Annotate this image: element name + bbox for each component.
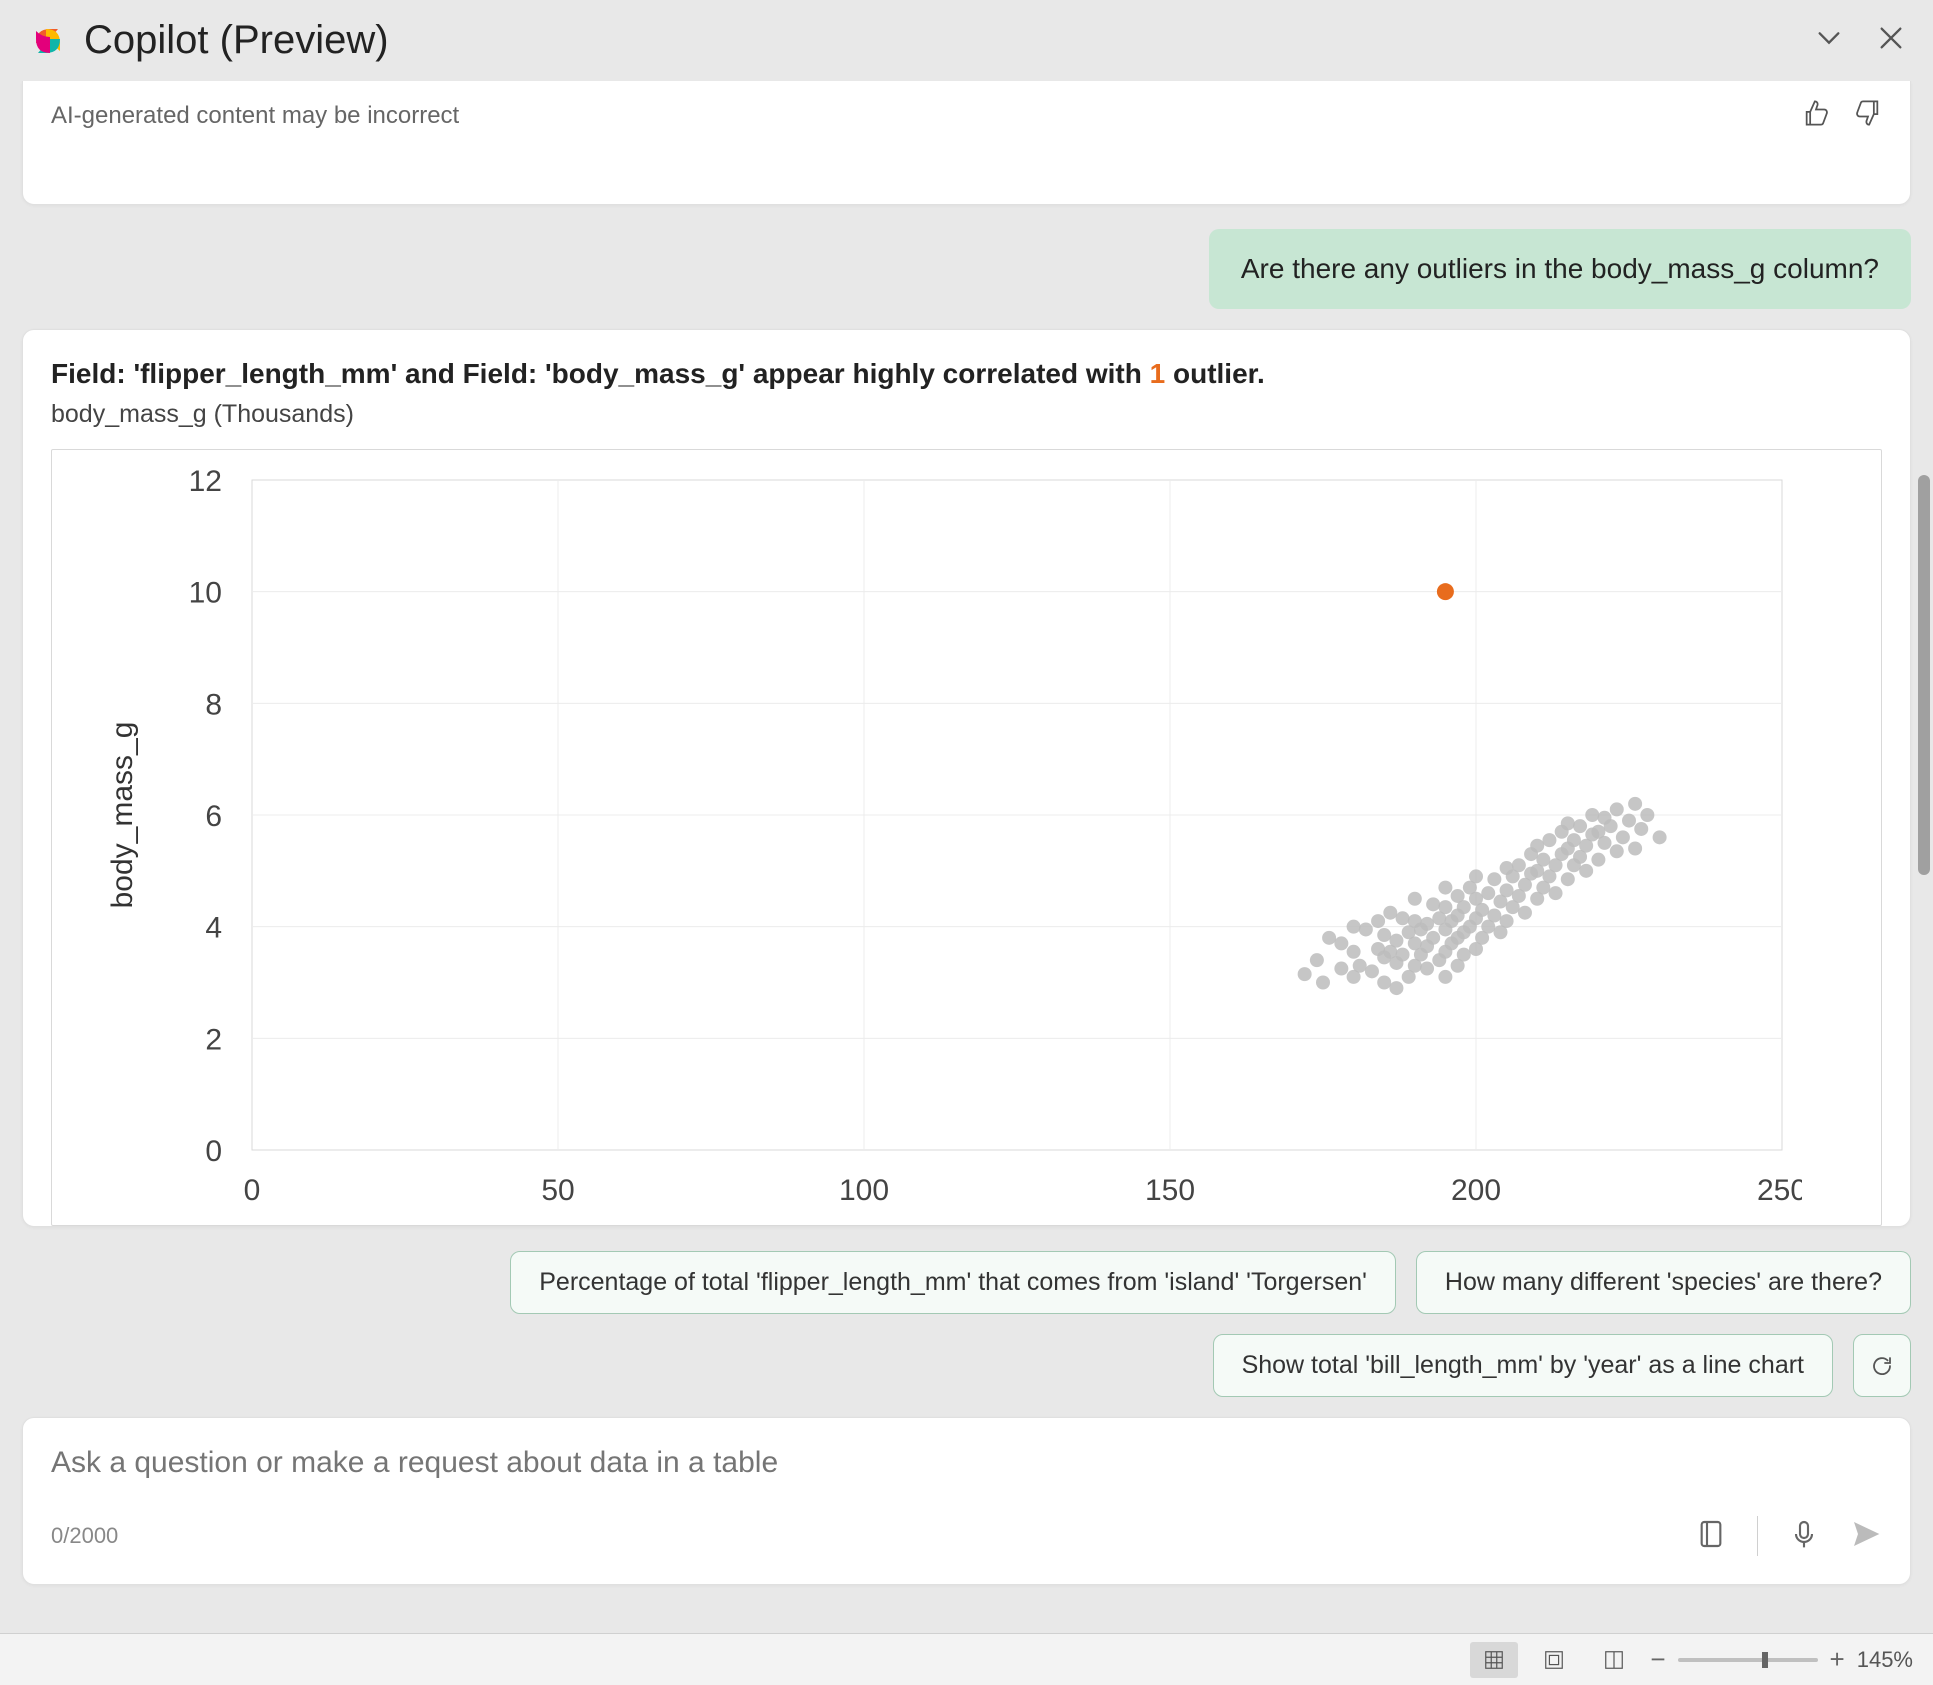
suggestion-row: Percentage of total 'flipper_length_mm' … [22,1251,1911,1314]
svg-text:0: 0 [205,1135,222,1168]
svg-text:12: 12 [189,465,222,498]
svg-text:100: 100 [839,1174,889,1207]
close-icon[interactable] [1877,24,1905,57]
response-outlier-count: 1 [1150,358,1166,389]
book-icon[interactable] [1695,1518,1727,1555]
main-panel: AI-generated content may be incorrect Ar… [0,81,1933,1585]
svg-text:200: 200 [1451,1174,1501,1207]
ask-input[interactable] [51,1446,1882,1480]
suggestion-chip-3[interactable]: Show total 'bill_length_mm' by 'year' as… [1213,1334,1833,1397]
zoom-slider[interactable] [1678,1658,1818,1662]
scrollbar[interactable] [1918,475,1930,875]
response-card: Field: 'flipper_length_mm' and Field: 'b… [22,329,1911,1227]
status-bar: − + 145% [0,1633,1933,1685]
svg-text:4: 4 [205,912,222,945]
svg-text:0: 0 [244,1174,261,1207]
zoom-out-icon[interactable]: − [1650,1644,1665,1675]
microphone-icon[interactable] [1788,1518,1820,1555]
svg-text:50: 50 [541,1174,574,1207]
header: Copilot (Preview) [0,0,1933,81]
send-icon[interactable] [1850,1518,1882,1555]
thumbs-up-icon[interactable] [1802,99,1830,132]
user-message: Are there any outliers in the body_mass_… [1209,229,1911,309]
response-title-pre: Field: 'flipper_length_mm' and Field: 'b… [51,358,1150,389]
view-page-layout-button[interactable] [1530,1642,1578,1678]
svg-text:body_mass_g: body_mass_g [106,722,139,909]
thumbs-down-icon[interactable] [1854,99,1882,132]
view-page-break-button[interactable] [1590,1642,1638,1678]
zoom-in-icon[interactable]: + [1830,1644,1845,1675]
response-title: Field: 'flipper_length_mm' and Field: 'b… [51,358,1882,390]
char-count: 0/2000 [51,1523,118,1549]
disclaimer-card: AI-generated content may be incorrect [22,81,1911,205]
svg-text:10: 10 [189,577,222,610]
response-title-post: outlier. [1165,358,1265,389]
suggestion-chip-1[interactable]: Percentage of total 'flipper_length_mm' … [510,1251,1396,1314]
ask-card: 0/2000 [22,1417,1911,1585]
scatter-chart: 0 50 100 150 200 250 0 2 4 6 8 10 12 body_mass_g [51,449,1882,1226]
header-title: Copilot (Preview) [84,18,389,63]
chevron-down-icon[interactable] [1815,24,1843,57]
response-subtitle: body_mass_g (Thousands) [51,400,1882,429]
view-normal-button[interactable] [1470,1642,1518,1678]
user-message-row: Are there any outliers in the body_mass_… [22,229,1911,309]
svg-text:2: 2 [205,1023,222,1056]
refresh-suggestions-button[interactable] [1853,1334,1911,1397]
zoom-level[interactable]: 145% [1857,1647,1913,1673]
svg-text:250: 250 [1757,1174,1802,1207]
copilot-icon [28,21,68,61]
zoom-thumb[interactable] [1762,1652,1768,1668]
svg-text:8: 8 [205,688,222,721]
svg-text:6: 6 [205,800,222,833]
divider [1757,1516,1758,1556]
suggestion-chip-2[interactable]: How many different 'species' are there? [1416,1251,1911,1314]
disclaimer-text: AI-generated content may be incorrect [51,102,459,130]
svg-text:150: 150 [1145,1174,1195,1207]
suggestion-row-2: Show total 'bill_length_mm' by 'year' as… [22,1334,1911,1397]
